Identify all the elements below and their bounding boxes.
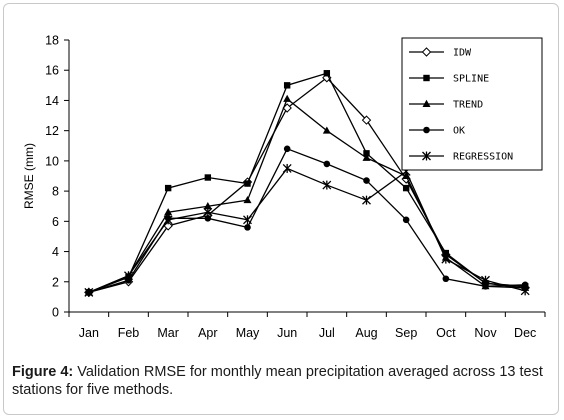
x-tick-label: Jul (319, 326, 335, 340)
y-axis-title: RMSE (mm) (22, 143, 36, 209)
x-tick-label: May (236, 326, 260, 340)
x-tick-label: Nov (474, 326, 497, 340)
data-point-triangle (164, 208, 173, 216)
data-point-star (422, 151, 431, 161)
data-point-triangle (283, 94, 292, 102)
y-tick-label: 2 (52, 275, 59, 289)
legend-item-ok: OK (409, 126, 465, 137)
x-tick-label: Feb (118, 326, 140, 340)
caption-text: Validation RMSE for monthly mean precipi… (12, 364, 543, 398)
data-point-star (362, 195, 371, 205)
data-point-circle (363, 177, 370, 184)
y-tick-label: 12 (45, 124, 59, 138)
legend-label: OK (453, 126, 465, 137)
x-tick-label: Mar (157, 326, 179, 340)
series-line-idw (88, 76, 526, 293)
y-tick-label: 0 (52, 306, 59, 320)
data-point-triangle (322, 126, 331, 134)
data-point-triangle (203, 202, 212, 210)
data-point-square (244, 180, 251, 187)
data-point-star (163, 215, 173, 225)
data-point-square (204, 174, 212, 181)
data-point-circle (244, 224, 251, 231)
legend-label: TREND (453, 100, 483, 111)
data-point-square (323, 70, 331, 77)
data-point-diamond (361, 115, 372, 125)
data-point-star (124, 271, 133, 281)
line-chart: 0 2 4 6 8 10 12 14 16 18 Jan Feb Mar Apr May Jun Jul Aug S… (22, 34, 546, 340)
y-tick-label: 16 (45, 64, 59, 78)
data-point-circle (482, 283, 489, 290)
data-point-circle (521, 281, 529, 289)
legend-label: IDW (453, 48, 472, 59)
data-point-square (423, 74, 430, 82)
x-tick-label: Jun (277, 326, 297, 340)
legend-label: REGRESSION (453, 152, 513, 163)
chart-legend: IDW SPLINE TREND OK REGRESSION (401, 37, 543, 171)
series-line-spline (88, 72, 526, 293)
y-tick-label: 18 (45, 34, 59, 48)
data-point-star (520, 286, 530, 296)
data-point-triangle (422, 99, 431, 107)
y-tick-label: 14 (45, 94, 59, 108)
data-point-square (363, 150, 370, 157)
caption-label: Figure 4: (12, 364, 74, 380)
legend-item-spline: SPLINE (409, 74, 489, 85)
legend-item-idw: IDW (409, 47, 472, 59)
x-tick-label: Oct (436, 326, 456, 340)
data-point-circle (402, 216, 410, 224)
legend-label: SPLINE (453, 74, 489, 85)
data-point-star (84, 287, 94, 297)
data-point-star (203, 207, 213, 217)
y-tick-label: 8 (52, 185, 59, 199)
data-point-diamond (421, 47, 432, 57)
x-tick-label: Apr (198, 326, 217, 340)
data-point-star (282, 163, 292, 173)
y-tick-label: 6 (52, 215, 59, 229)
chart-axes: 0 2 4 6 8 10 12 14 16 18 Jan Feb Mar Apr May Jun Jul Aug S… (22, 34, 546, 340)
data-point-triangle (243, 195, 252, 204)
chart-series (84, 70, 530, 298)
data-point-triangle (362, 153, 371, 161)
data-point-circle (204, 215, 212, 222)
data-point-square (442, 249, 450, 257)
data-point-star (441, 254, 451, 264)
data-point-circle (283, 145, 291, 153)
data-point-circle (323, 160, 331, 168)
x-tick-label: Aug (355, 326, 377, 340)
series-regression (84, 163, 530, 297)
data-point-star (481, 275, 490, 285)
y-tick-label: 10 (45, 154, 59, 168)
data-point-circle (442, 275, 450, 283)
data-point-star (243, 215, 252, 225)
data-point-circle (125, 276, 132, 284)
data-point-square (402, 184, 410, 192)
y-tick-label: 4 (52, 245, 59, 259)
data-point-square (164, 184, 172, 192)
x-tick-label: Sep (395, 326, 417, 340)
legend-item-trend: TREND (409, 100, 483, 111)
data-point-star (322, 180, 332, 190)
x-tick-label: Dec (514, 326, 536, 340)
legend-item-regression: REGRESSION (409, 151, 513, 163)
figure-caption: Figure 4: Validation RMSE for monthly me… (12, 363, 550, 399)
series-line-regression (88, 167, 526, 293)
data-point-square (283, 82, 291, 89)
x-tick-label: Jan (79, 326, 99, 340)
data-point-circle (423, 126, 430, 134)
